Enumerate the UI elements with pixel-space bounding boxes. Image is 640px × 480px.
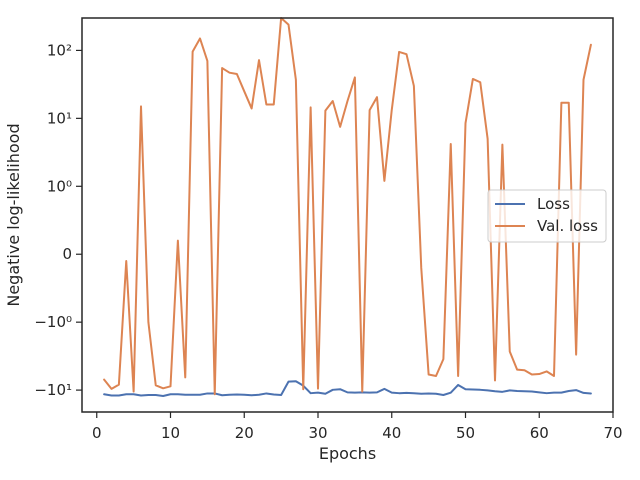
series-line-val-loss (103, 17, 592, 396)
x-tick-label: 50 (456, 424, 475, 442)
legend: Loss Val. loss (487, 189, 607, 243)
y-tick-label: 10⁰ (47, 177, 72, 195)
y-tick-label: −10¹ (34, 381, 72, 399)
x-axis: 0 10 20 30 40 50 60 70 (92, 412, 623, 442)
legend-label-loss: Loss (537, 195, 570, 213)
x-tick-label: 70 (603, 424, 622, 442)
x-axis-label: Epochs (319, 444, 376, 463)
x-tick-label: 30 (308, 424, 327, 442)
y-tick-label: −10⁰ (34, 313, 72, 331)
x-tick-label: 10 (161, 424, 180, 442)
y-axis-label: Negative log-likelihood (4, 123, 23, 306)
x-tick-label: 20 (235, 424, 254, 442)
y-tick-label: 10² (47, 41, 72, 59)
series-line-loss (103, 380, 592, 397)
y-axis: −10¹ −10⁰ 0 10⁰ 10¹ 10² (34, 41, 82, 399)
series-lines (103, 17, 592, 397)
x-tick-label: 40 (382, 424, 401, 442)
legend-label-val-loss: Val. loss (537, 217, 598, 235)
x-tick-label: 60 (530, 424, 549, 442)
plot-frame (81, 17, 614, 413)
y-tick-label: 10¹ (47, 109, 72, 127)
y-tick-label: 0 (62, 245, 72, 263)
x-tick-label: 0 (92, 424, 102, 442)
